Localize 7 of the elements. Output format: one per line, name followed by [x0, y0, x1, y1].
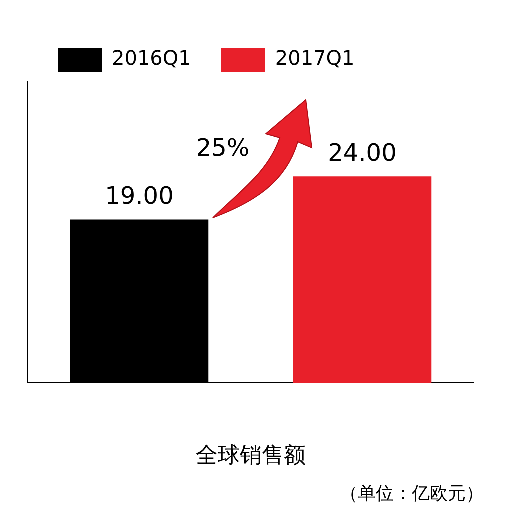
data-label: 24.00: [328, 138, 397, 167]
text: 25%: [196, 134, 250, 162]
legend-label: 2017Q1: [275, 46, 355, 70]
data-label: 19.00: [105, 182, 174, 210]
legend-label: 2016Q1: [112, 46, 192, 70]
text: （单位：亿欧元）: [340, 484, 484, 505]
x-axis-title: 全球销售额: [196, 444, 306, 469]
